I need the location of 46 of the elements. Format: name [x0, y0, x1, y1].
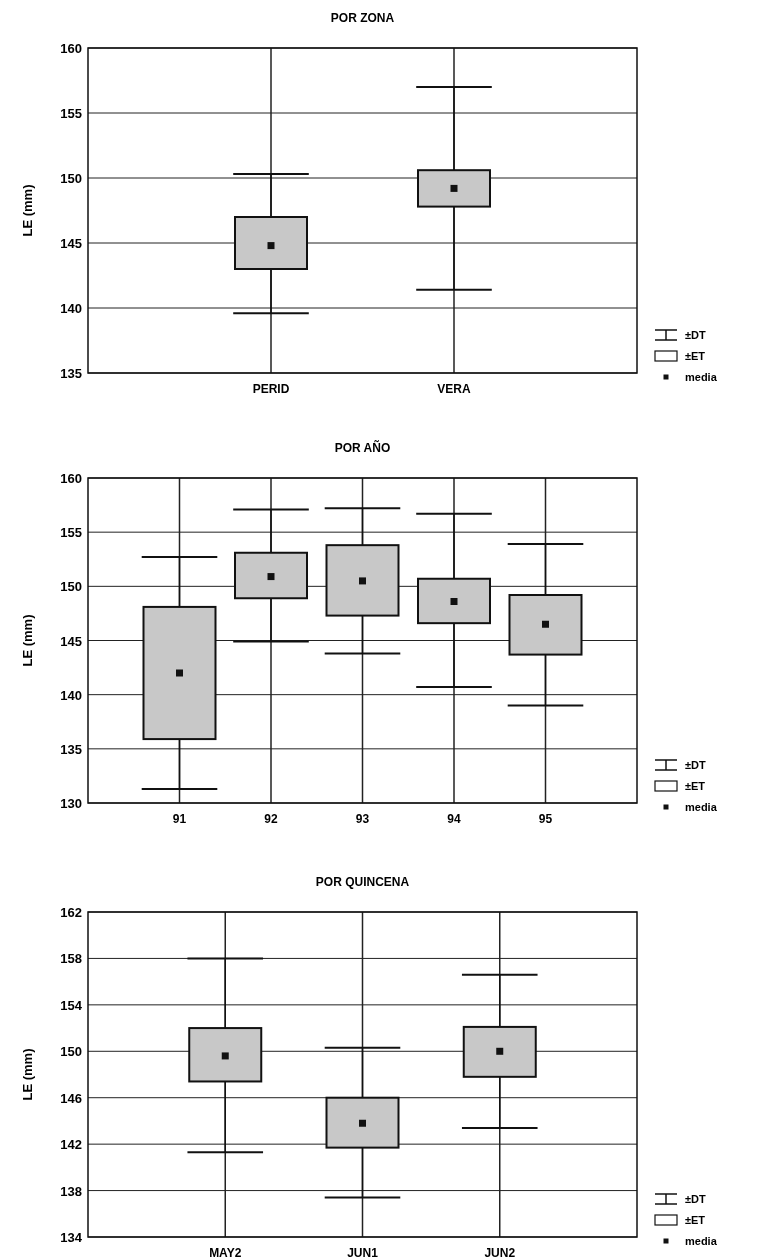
chart-title: POR ZONA [330, 11, 395, 25]
chart-title: POR QUINCENA [315, 875, 410, 889]
text: ±DT [685, 759, 706, 771]
y-tick-label: 160 [60, 41, 82, 56]
y-tick-label: 138 [60, 1183, 82, 1199]
y-axis-title: LE (mm) [20, 184, 35, 237]
x-tick-label: MAY2 [209, 1246, 242, 1257]
y-tick-label: 162 [60, 905, 82, 920]
y-tick-label: 150 [60, 171, 82, 186]
y-tick-label: 150 [60, 1044, 82, 1060]
y-tick-label: 154 [60, 997, 83, 1013]
x-tick-label: 92 [264, 812, 278, 826]
text: ±ET [685, 350, 706, 362]
text: ±ET [685, 780, 706, 792]
y-tick-label: 155 [60, 106, 82, 121]
y-axis-title: LE (mm) [20, 614, 35, 667]
text: media [685, 801, 718, 813]
y-axis-title: LE (mm) [20, 1048, 35, 1101]
x-tick-label: JUN1 [347, 1246, 379, 1257]
text: media [685, 371, 718, 383]
x-tick-label: JUN2 [484, 1246, 516, 1257]
x-tick-label: VERA [437, 382, 471, 396]
text: ±DT [685, 1193, 706, 1205]
y-tick-label: 146 [60, 1090, 82, 1106]
x-tick-label: PERID [252, 382, 290, 396]
text: ±ET [685, 1214, 706, 1226]
y-tick-label: 160 [60, 471, 82, 486]
y-tick-label: 145 [60, 236, 82, 251]
text: media [685, 1235, 718, 1247]
y-tick-label: 145 [60, 633, 82, 649]
y-tick-label: 135 [60, 366, 82, 381]
y-tick-label: 134 [60, 1230, 83, 1245]
y-tick-label: 142 [60, 1137, 82, 1153]
y-tick-label: 130 [60, 796, 82, 811]
x-tick-label: 93 [355, 812, 370, 826]
y-tick-label: 140 [60, 687, 82, 703]
x-tick-label: 91 [172, 812, 187, 826]
y-tick-label: 155 [60, 525, 82, 541]
x-tick-label: 94 [447, 812, 461, 826]
y-tick-label: 158 [60, 951, 82, 967]
y-tick-label: 150 [60, 579, 82, 595]
y-tick-label: 140 [60, 301, 82, 316]
y-tick-label: 135 [60, 741, 82, 757]
x-tick-label: 95 [538, 812, 553, 826]
chart-title: POR AÑO [334, 440, 391, 455]
text: ±DT [685, 329, 706, 341]
